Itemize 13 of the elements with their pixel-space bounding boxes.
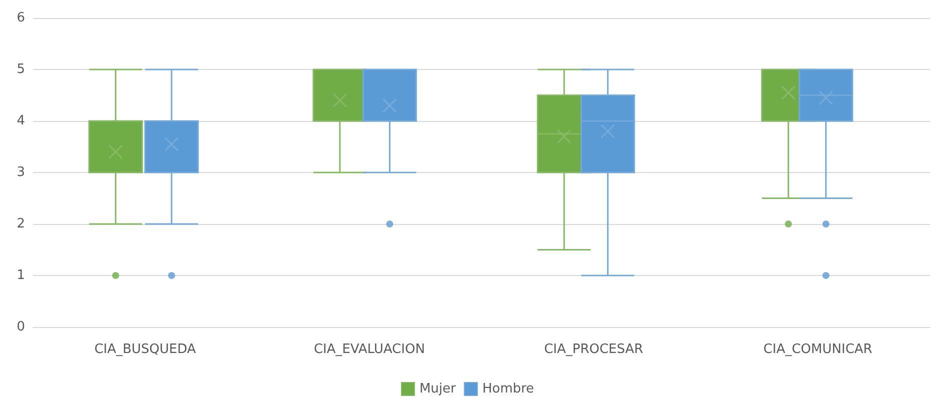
x-tick-label: CIA_PROCESAR <box>544 342 644 357</box>
x-tick-label: CIA_EVALUACION <box>314 342 425 357</box>
y-tick-label: 5 <box>16 62 25 77</box>
y-tick-label: 4 <box>16 114 25 128</box>
y-tick-label: 0 <box>16 320 25 334</box>
y-tick-label: 6 <box>16 10 25 26</box>
x-tick-label: CIA_COMUNICAR <box>763 342 872 357</box>
y-tick-label: 2 <box>16 216 25 232</box>
legend-label: Hombre <box>482 382 534 396</box>
y-tick-label: 1 <box>16 268 25 283</box>
x-tick-label: CIA_BUSQUEDA <box>94 342 196 357</box>
legend-label: Mujer <box>419 382 457 396</box>
y-tick-label: 3 <box>16 165 25 180</box>
